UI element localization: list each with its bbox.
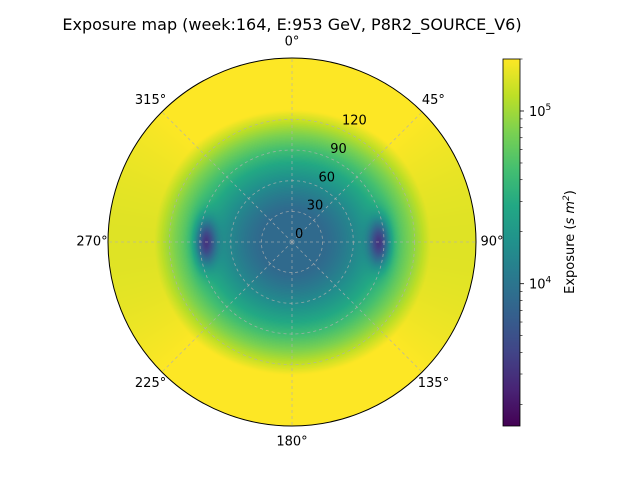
colorbar: 104 105 Exposure (s m2) — [502, 58, 578, 427]
colorbar-ticks: 104 105 — [520, 58, 552, 405]
angular-tick-labels: 0° 45° 90° 135° 180° 225° 270° 315° — [76, 35, 503, 450]
radial-tick-label: 90 — [330, 142, 347, 157]
angular-grid-line — [161, 241, 293, 373]
angular-tick-label: 180° — [276, 435, 307, 450]
colorbar-label: Exposure (s m2) — [562, 190, 578, 294]
angular-tick-label: 90° — [480, 235, 503, 250]
angular-tick-label: 45° — [422, 93, 445, 108]
colorbar-tick-label: 105 — [529, 103, 551, 120]
radial-tick-label: 0 — [295, 227, 303, 242]
angular-tick-label: 135° — [418, 376, 449, 391]
polar-grid — [108, 58, 476, 426]
polar-outline — [107, 57, 477, 427]
angular-tick-label: 225° — [135, 376, 166, 391]
angular-grid-line — [161, 111, 293, 243]
angular-tick-label: 0° — [285, 35, 300, 50]
colorbar-tick-label: 104 — [529, 276, 552, 293]
angular-grid-line — [291, 111, 423, 243]
angular-tick-label: 315° — [135, 93, 166, 108]
angular-tick-label: 270° — [76, 235, 107, 250]
radial-tick-label: 60 — [318, 170, 335, 185]
angular-grid-line — [291, 241, 423, 373]
chart-title: Exposure map (week:164, E:953 GeV, P8R2_… — [62, 15, 522, 34]
radial-tick-labels: 0 30 60 90 120 — [295, 114, 367, 242]
radial-tick-label: 120 — [342, 114, 367, 129]
radial-tick-label: 30 — [307, 199, 324, 214]
colorbar-gradient — [502, 58, 521, 427]
